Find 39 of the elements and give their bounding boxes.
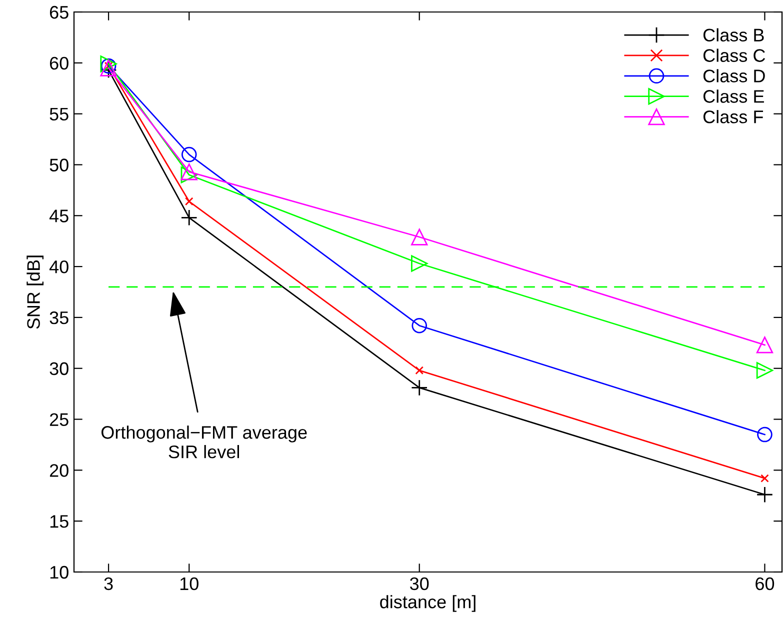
point bbox=[756, 486, 774, 503]
legend-label: Class D bbox=[703, 69, 765, 82]
y-tick-label: 65 bbox=[50, 6, 68, 19]
point bbox=[181, 146, 197, 162]
legend-label: Class B bbox=[703, 28, 764, 42]
x-tick-label: 60 bbox=[756, 577, 774, 590]
x-axis-title: distance [m] bbox=[380, 595, 476, 612]
y-tick-label: 10 bbox=[50, 566, 68, 579]
y-tick-label: 50 bbox=[50, 158, 68, 172]
point bbox=[180, 209, 198, 226]
y-axis-title: SNR [dB] bbox=[26, 256, 44, 329]
y-tick-label: 55 bbox=[50, 108, 68, 121]
y-tick-label: 40 bbox=[49, 260, 68, 274]
y-tick-label: 30 bbox=[50, 362, 68, 376]
legend-label: Class F bbox=[703, 110, 764, 124]
y-tick-label: 25 bbox=[50, 413, 68, 426]
y-tick-label: 45 bbox=[49, 210, 68, 222]
point bbox=[411, 228, 428, 246]
y-tick-label: 35 bbox=[50, 311, 68, 324]
x-tick-label: 30 bbox=[410, 577, 429, 590]
x-tick-label: 10 bbox=[180, 577, 198, 590]
point bbox=[184, 197, 194, 206]
point bbox=[415, 366, 424, 375]
point bbox=[411, 255, 428, 272]
point bbox=[756, 362, 774, 379]
y-tick-label: 60 bbox=[50, 56, 68, 70]
point bbox=[756, 336, 774, 354]
y-tick-label: 20 bbox=[50, 464, 68, 477]
y-tick-label: 15 bbox=[50, 515, 68, 528]
point bbox=[180, 166, 198, 184]
x-tick-label: 3 bbox=[104, 577, 113, 590]
legend-label: Class C bbox=[703, 48, 766, 62]
point bbox=[760, 474, 769, 482]
legend-label: Class E bbox=[703, 90, 764, 103]
point bbox=[757, 426, 772, 442]
annotation: Orthogonal−FMT average SIR level bbox=[101, 426, 307, 458]
point bbox=[412, 318, 428, 334]
point bbox=[180, 164, 198, 180]
point bbox=[411, 379, 428, 396]
